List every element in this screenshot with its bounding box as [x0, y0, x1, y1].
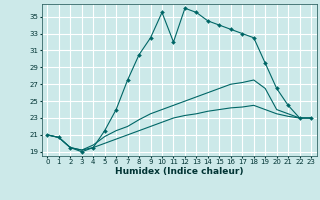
X-axis label: Humidex (Indice chaleur): Humidex (Indice chaleur)	[115, 167, 244, 176]
